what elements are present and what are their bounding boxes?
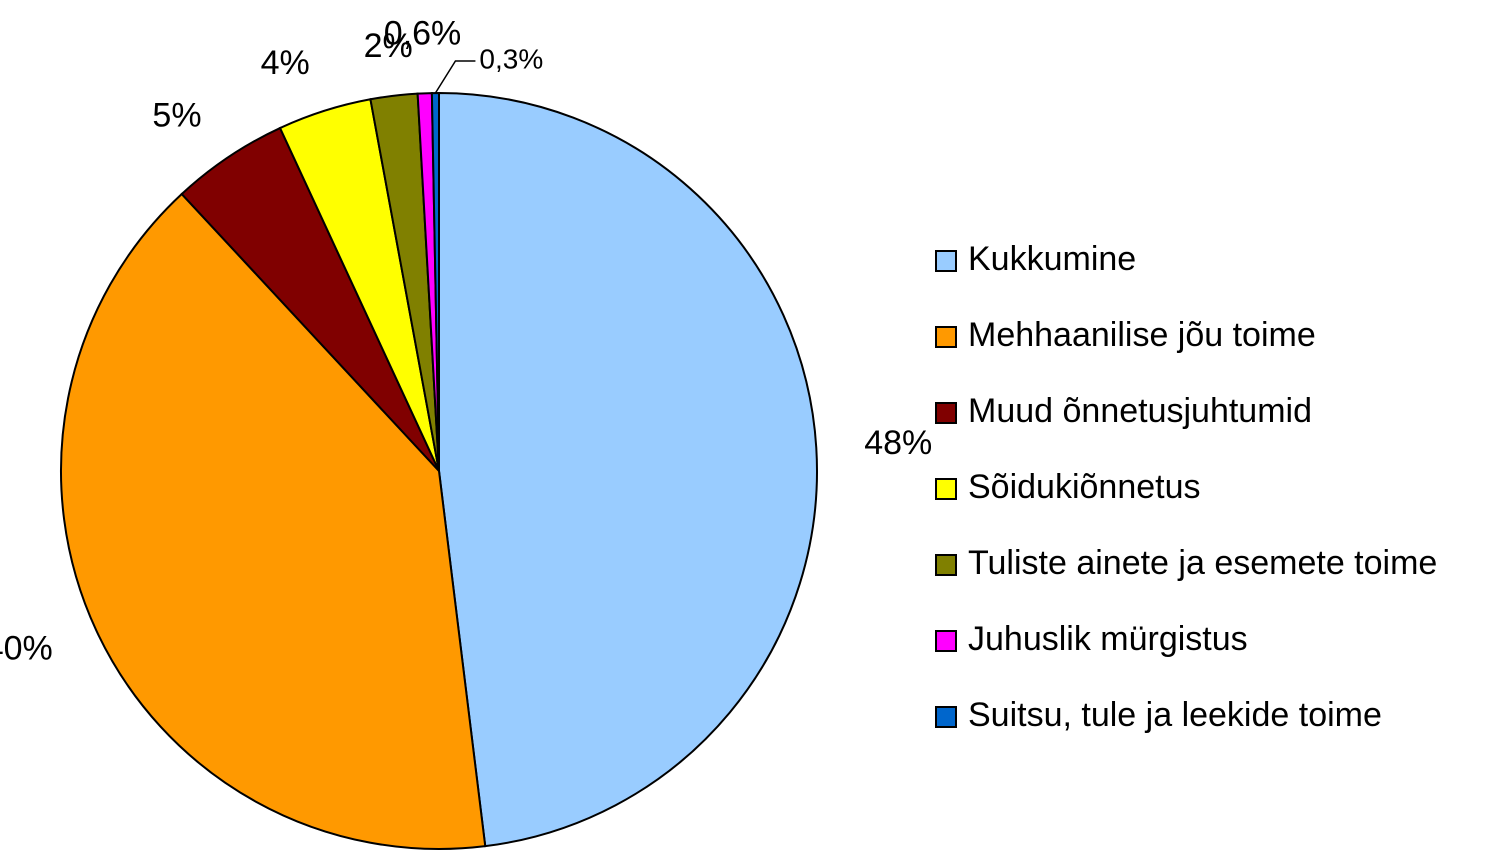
- pie-slice: [430, 91, 440, 472]
- legend-label: Sõidukiõnnetus: [968, 468, 1201, 506]
- data-label: 48%: [864, 424, 932, 462]
- data-label: 5%: [152, 96, 201, 134]
- legend-swatch: [935, 554, 957, 576]
- pie-slice: [438, 91, 819, 848]
- legend-swatch: [935, 630, 957, 652]
- data-label: 0,6%: [384, 14, 462, 52]
- legend-label: Kukkumine: [968, 240, 1136, 278]
- legend-swatch: [935, 250, 957, 272]
- leader-line: [434, 60, 476, 94]
- legend-label: Suitsu, tule ja leekide toime: [968, 696, 1382, 734]
- legend-label: Muud õnnetusjuhtumid: [968, 392, 1312, 430]
- legend-swatch: [935, 706, 957, 728]
- data-label: 4%: [261, 44, 310, 82]
- legend-swatch: [935, 478, 957, 500]
- legend-label: Tuliste ainete ja esemete toime: [968, 544, 1437, 582]
- data-label: 0,3%: [479, 43, 543, 74]
- data-label: 2%: [364, 27, 413, 65]
- legend-swatch: [935, 326, 957, 348]
- pie-slice: [60, 192, 487, 850]
- legend-swatch: [935, 402, 957, 424]
- data-label: 40%: [0, 630, 53, 668]
- legend-label: Mehhaanilise jõu toime: [968, 316, 1316, 354]
- legend-label: Juhuslik mürgistus: [968, 620, 1248, 658]
